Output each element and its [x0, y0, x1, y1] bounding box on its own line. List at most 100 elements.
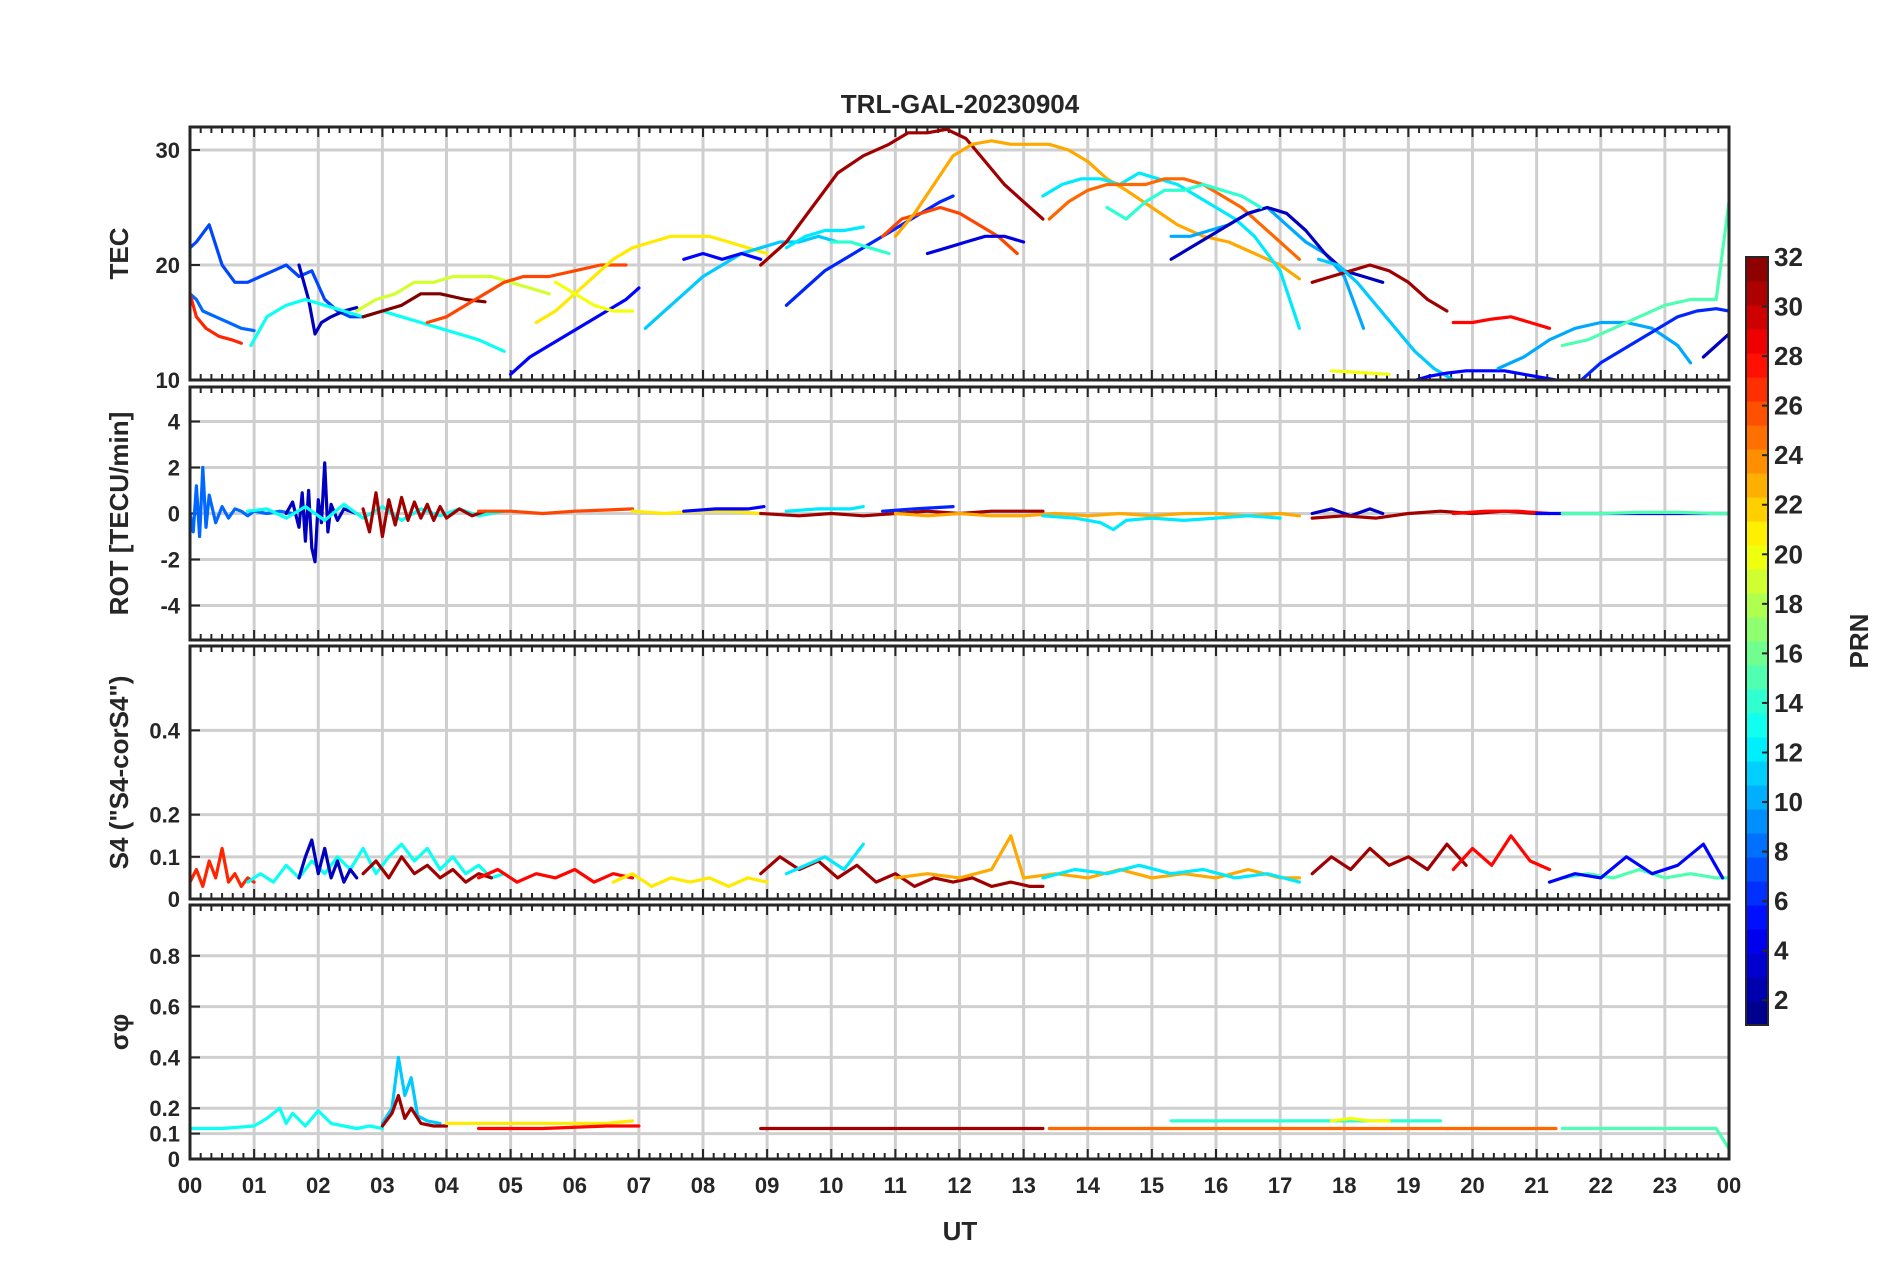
colorbar-swatch — [1746, 449, 1768, 474]
series-line-prn-6 — [784, 194, 955, 307]
colorbar-swatch — [1746, 713, 1768, 738]
series-line-prn-11 — [380, 1055, 442, 1126]
y-tick-label: 0 — [168, 1147, 180, 1172]
x-tick-label: 14 — [1076, 1173, 1101, 1198]
series-line-prn-11 — [643, 234, 840, 330]
series-line-prn-12 — [784, 842, 865, 876]
colorbar-tick-label: 6 — [1774, 886, 1788, 916]
series-line-prn-21 — [444, 1119, 635, 1126]
panel-tec: 10 20 30 TEC — [104, 125, 1731, 393]
series-line-prn-12 — [784, 225, 865, 250]
x-tick-label: 11 — [884, 1173, 907, 1198]
panel-frame — [188, 644, 1731, 901]
series-line-prn-23 — [893, 834, 1302, 880]
x-tick-label: 02 — [306, 1173, 330, 1198]
series-line-prn-12 — [784, 505, 865, 513]
series-line-prn-5 — [682, 505, 766, 513]
series-line-prn-21 — [611, 872, 769, 889]
series-line-prn-26 — [477, 507, 635, 516]
series-line-prn-31 — [380, 1093, 449, 1128]
colorbar-swatch — [1746, 857, 1768, 882]
series-line-prn-26 — [425, 263, 628, 325]
colorbar-tick-label: 12 — [1774, 737, 1803, 767]
series-line-prn-31 — [759, 855, 1045, 889]
series-line-prn-3 — [297, 838, 359, 884]
y-tick-label: -4 — [160, 594, 180, 619]
panel-frame — [188, 903, 1731, 1161]
series-line-prn-28 — [477, 1124, 641, 1131]
x-tick-label: 12 — [947, 1173, 971, 1198]
colorbar-tick-label: 10 — [1774, 787, 1803, 817]
y-tick-label: 0.2 — [149, 1096, 180, 1121]
series-group — [190, 127, 1729, 380]
x-axis-label: UT — [943, 1216, 978, 1246]
colorbar-tick-label: 30 — [1774, 292, 1803, 322]
x-tick-label: 03 — [370, 1173, 394, 1198]
colorbar-swatch — [1746, 281, 1768, 306]
colorbar-tick-label: 20 — [1774, 539, 1803, 569]
series-line-prn-8 — [190, 465, 295, 539]
x-tick-label: 16 — [1204, 1173, 1228, 1198]
colorbar-swatch — [1746, 305, 1768, 330]
x-tick-label: 09 — [755, 1173, 779, 1198]
colorbar-swatch — [1746, 545, 1768, 570]
colorbar-swatch — [1746, 977, 1768, 1002]
x-tick-label: 22 — [1589, 1173, 1613, 1198]
series-line-prn-28 — [477, 867, 635, 884]
y-tick-label: 30 — [156, 138, 180, 163]
series-line-prn-14 — [1105, 182, 1263, 221]
y-tick-label: 0.8 — [149, 944, 180, 969]
series-line-prn-31 — [361, 855, 493, 884]
x-tick-label: 15 — [1140, 1173, 1164, 1198]
colorbar-frame — [1745, 256, 1769, 1026]
x-tick-label: 19 — [1396, 1173, 1420, 1198]
colorbar-swatch — [1746, 833, 1768, 858]
colorbar-swatch — [1746, 257, 1768, 282]
colorbar-swatch — [1746, 569, 1768, 594]
series-line-prn-15 — [1560, 510, 1729, 516]
x-tick-label: 08 — [691, 1173, 715, 1198]
series-line-prn-13 — [249, 297, 506, 353]
series-line-prn-28 — [1451, 315, 1552, 330]
x-tick-label: 05 — [498, 1173, 522, 1198]
series-line-prn-10 — [1496, 320, 1693, 371]
series-line-prn-13 — [190, 1106, 384, 1131]
x-tick-label: 07 — [627, 1173, 651, 1198]
series-line-prn-21 — [534, 234, 769, 325]
colorbar-swatch — [1746, 641, 1768, 666]
series-line-prn-15 — [1560, 1126, 1729, 1151]
series-line-prn-12 — [1041, 514, 1282, 532]
series-line-prn-6 — [1579, 307, 1729, 380]
y-tick-label: 20 — [156, 253, 180, 278]
x-tick-label: 00 — [178, 1173, 202, 1198]
series-line-prn-3 — [284, 461, 359, 564]
colorbar-swatch — [1746, 425, 1768, 450]
series-line-prn-31 — [1310, 842, 1468, 876]
colorbar-tick-label: 14 — [1774, 688, 1803, 718]
series-line-prn-11 — [1316, 257, 1455, 380]
x-tick-label: 23 — [1653, 1173, 1677, 1198]
colorbar-swatch — [1746, 377, 1768, 402]
x-tick-label: 17 — [1268, 1173, 1292, 1198]
y-axis-label-s4: S4 ("S4-corS4") — [104, 676, 134, 870]
colorbar-swatch — [1746, 1001, 1768, 1026]
colorbar-tick-label: 26 — [1774, 391, 1803, 421]
series-line-prn-20 — [553, 280, 635, 313]
series-line-prn-27 — [190, 292, 243, 345]
series-line-prn-14 — [829, 240, 891, 256]
series-line-prn-19 — [355, 274, 551, 313]
series-line-prn-12 — [1041, 863, 1302, 884]
series-line-prn-6 — [880, 505, 955, 513]
x-tick-label: 18 — [1332, 1173, 1356, 1198]
y-tick-label: 0.6 — [149, 995, 180, 1020]
series-line-prn-28 — [1451, 509, 1552, 516]
y-tick-label: 4 — [168, 410, 181, 435]
series-line-prn-20 — [1329, 1116, 1391, 1123]
series-group — [190, 1055, 1729, 1151]
series-line-prn-23 — [893, 139, 1302, 281]
panel-s4: 0 0.1 0.2 0.4 S4 ("S4-corS4") — [104, 644, 1731, 912]
colorbar-tick-label: 8 — [1774, 837, 1788, 867]
colorbar-tick-label: 18 — [1774, 589, 1803, 619]
colorbar-swatch — [1746, 497, 1768, 522]
colorbar-swatch — [1746, 737, 1768, 762]
